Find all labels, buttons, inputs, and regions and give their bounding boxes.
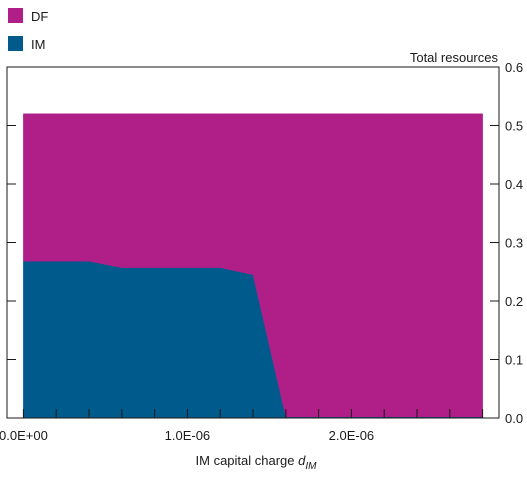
- x-axis-title-variable: d: [298, 453, 306, 468]
- legend-swatch-df: [8, 8, 23, 23]
- x-axis-tick-labels: 0.0E+00 1.0E-06 2.0E-06: [0, 428, 374, 443]
- legend: DF IM: [8, 8, 48, 52]
- y-axis-ticks: [7, 66, 499, 419]
- x-tick-label-2: 2.0E-06: [329, 428, 375, 443]
- y-tick-label-6: 0.6: [505, 60, 523, 75]
- legend-item-im: IM: [8, 36, 45, 52]
- x-tick-label-0: 0.0E+00: [0, 428, 48, 443]
- x-axis-ticks: [22, 409, 484, 418]
- y-axis-tick-labels: 0.0 0.1 0.2 0.3 0.4 0.5 0.6: [505, 60, 523, 426]
- legend-label-im: IM: [31, 37, 45, 52]
- legend-item-df: DF: [8, 8, 48, 24]
- y-tick-label-1: 0.1: [505, 353, 523, 368]
- x-tick-label-1: 1.0E-06: [165, 428, 211, 443]
- x-axis-title-text: IM capital charge: [196, 453, 299, 468]
- y-tick-label-3: 0.3: [505, 236, 523, 251]
- y-tick-label-0: 0.0: [505, 411, 523, 426]
- x-axis-title: IM capital charge dIM: [196, 453, 318, 472]
- y-tick-label-4: 0.4: [505, 177, 523, 192]
- plot-areas: [23, 113, 483, 419]
- legend-label-df: DF: [31, 9, 48, 24]
- legend-swatch-im: [8, 36, 23, 51]
- y-axis-title: Total resources: [410, 50, 499, 65]
- x-axis-title-subscript: IM: [305, 461, 317, 472]
- y-tick-label-5: 0.5: [505, 119, 523, 134]
- y-tick-label-2: 0.2: [505, 294, 523, 309]
